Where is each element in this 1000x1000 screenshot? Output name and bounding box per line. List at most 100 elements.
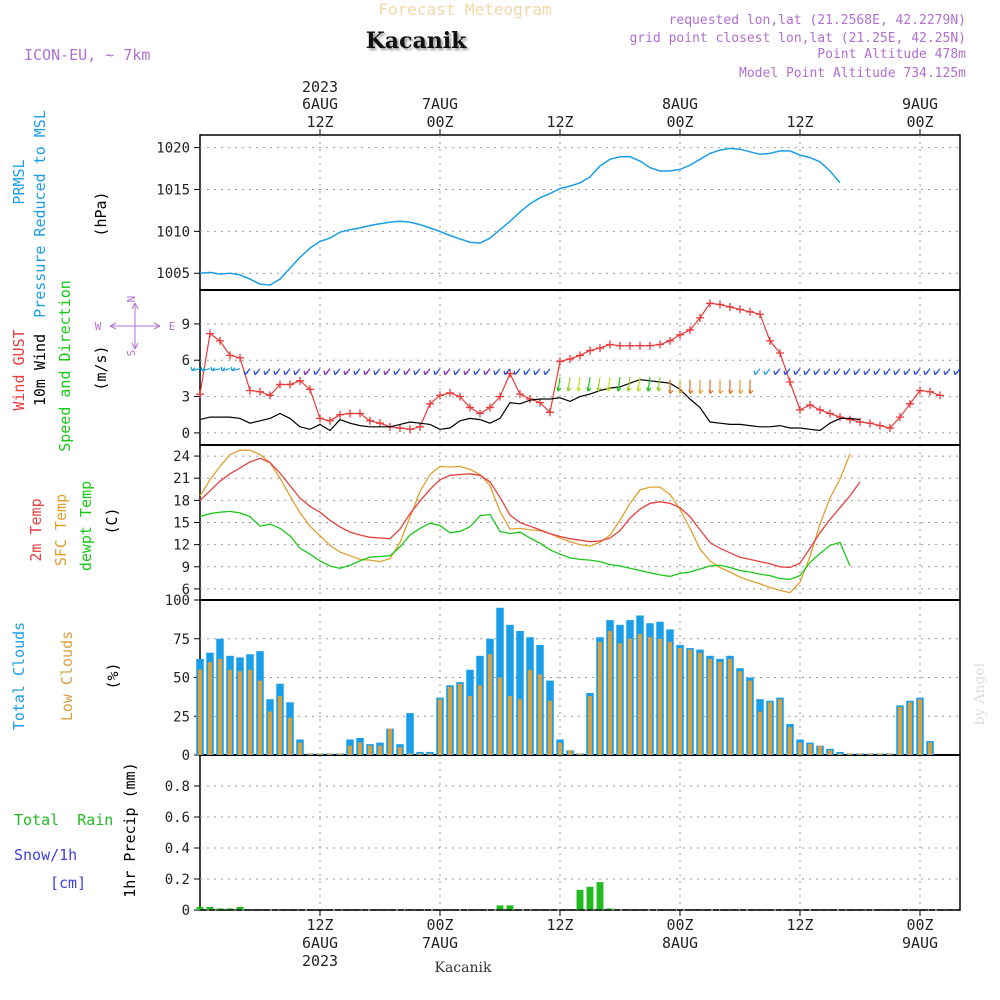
gust-marker xyxy=(586,346,594,355)
wind-arrow xyxy=(323,368,331,376)
gust-marker xyxy=(916,386,924,395)
low-cloud-bar xyxy=(668,641,672,755)
low-cloud-bar xyxy=(538,674,542,755)
low-cloud-bar xyxy=(508,696,512,755)
y-tick-label: 25 xyxy=(173,709,190,725)
gust-marker xyxy=(836,413,844,422)
wind-arrow xyxy=(698,379,704,395)
top-hour-label: 12Z xyxy=(546,113,573,131)
gust-marker xyxy=(896,413,904,422)
wind-arrow xyxy=(606,377,612,392)
bottom-hour-label: 00Z xyxy=(426,916,453,934)
gust-marker xyxy=(696,313,704,322)
top-hour-label: 12Z xyxy=(306,113,333,131)
gust-marker xyxy=(846,415,854,424)
low-cloud-bar xyxy=(628,638,632,755)
low-cloud-bar xyxy=(248,669,252,755)
wind-arrow xyxy=(903,368,911,376)
low-cloud-bar xyxy=(638,634,642,755)
gust-marker xyxy=(596,344,604,353)
gust-marker xyxy=(266,391,274,400)
top-year-label: 2023 xyxy=(302,78,338,96)
y-tick-label: 18 xyxy=(173,493,190,509)
gust-marker xyxy=(406,425,414,434)
wind-arrow xyxy=(373,368,381,376)
panel-frame-4 xyxy=(199,754,961,911)
low-cloud-bar xyxy=(548,700,552,755)
top-hour-label: 00Z xyxy=(906,113,933,131)
gust-marker xyxy=(366,416,374,425)
low-cloud-bar xyxy=(878,753,882,755)
wind-arrow xyxy=(883,368,891,376)
gust-marker xyxy=(906,399,914,408)
rain-bar xyxy=(226,908,234,910)
wind-arrow xyxy=(853,368,861,376)
gust-marker xyxy=(676,330,684,339)
wind-arrow xyxy=(678,379,684,395)
y-tick-label: 1020 xyxy=(156,141,190,157)
low-cloud-bar xyxy=(438,699,442,755)
wind-arrow xyxy=(833,368,841,376)
gust-marker xyxy=(246,386,254,395)
wind-line xyxy=(199,378,861,432)
top-date-label: 7AUG xyxy=(422,95,458,113)
wind-arrow xyxy=(443,368,451,376)
total-cloud-bar xyxy=(516,631,524,755)
bottom-hour-label: 00Z xyxy=(906,916,933,934)
wind-arrow xyxy=(473,368,481,376)
bottom-hour-label: 12Z xyxy=(786,916,813,934)
dewpt-line xyxy=(199,510,851,580)
y-tick-label: 9 xyxy=(182,560,190,576)
low-cloud-bar xyxy=(568,750,572,755)
low-cloud-bar xyxy=(488,654,492,755)
low-cloud-bar xyxy=(348,745,352,755)
gust-marker xyxy=(196,390,204,399)
low-cloud-bar xyxy=(458,683,462,755)
low-cloud-bar xyxy=(378,745,382,755)
wind-arrow xyxy=(893,368,901,376)
wind-arrow xyxy=(273,368,281,376)
compass-n: N xyxy=(125,296,138,303)
gust-marker xyxy=(756,310,764,319)
y-tick-label: 0 xyxy=(182,748,190,764)
y-tick-label: 6 xyxy=(182,353,190,369)
wind-arrow xyxy=(596,377,602,392)
low-cloud-bar xyxy=(648,637,652,755)
wind-arrow xyxy=(200,366,211,372)
gust-marker xyxy=(276,380,284,389)
snow-label: Snow/1h xyxy=(14,846,77,864)
wind-arrow xyxy=(210,366,221,372)
low-cloud-bar xyxy=(888,753,892,755)
low-cloud-bar xyxy=(738,671,742,755)
gust-marker xyxy=(776,348,784,357)
wind-arrow xyxy=(718,379,724,395)
wind-arrow xyxy=(636,377,642,392)
y-tick-label: 24 xyxy=(173,449,190,465)
gust-marker xyxy=(736,305,744,314)
gust-marker xyxy=(886,424,894,433)
gust-marker xyxy=(826,409,834,418)
gust-marker xyxy=(346,409,354,418)
gust-marker xyxy=(536,398,544,407)
sfc-temp-line xyxy=(199,449,851,594)
gust-marker xyxy=(506,369,514,378)
low-cloud-bar xyxy=(898,706,902,755)
rain-bar xyxy=(606,908,614,910)
wind-arrow xyxy=(783,368,791,376)
wind-arrow xyxy=(803,368,811,376)
low-cloud-bar xyxy=(928,742,932,755)
wind-arrow xyxy=(763,368,771,376)
wind-arrow xyxy=(646,377,652,392)
wind-arrow xyxy=(463,368,471,376)
low-cloud-bar xyxy=(858,753,862,755)
low-cloud-bar xyxy=(788,727,792,755)
rain-bar xyxy=(236,906,244,910)
y-tick-label: 1005 xyxy=(156,266,190,282)
low-cloud-bar xyxy=(198,669,202,755)
low-cloud-bar xyxy=(688,649,692,755)
low-cloud-bar xyxy=(868,753,872,755)
low-cloud-bar xyxy=(368,745,372,755)
low-cloud-bar xyxy=(598,641,602,755)
point-altitude: Point Altitude 478m xyxy=(817,47,966,62)
